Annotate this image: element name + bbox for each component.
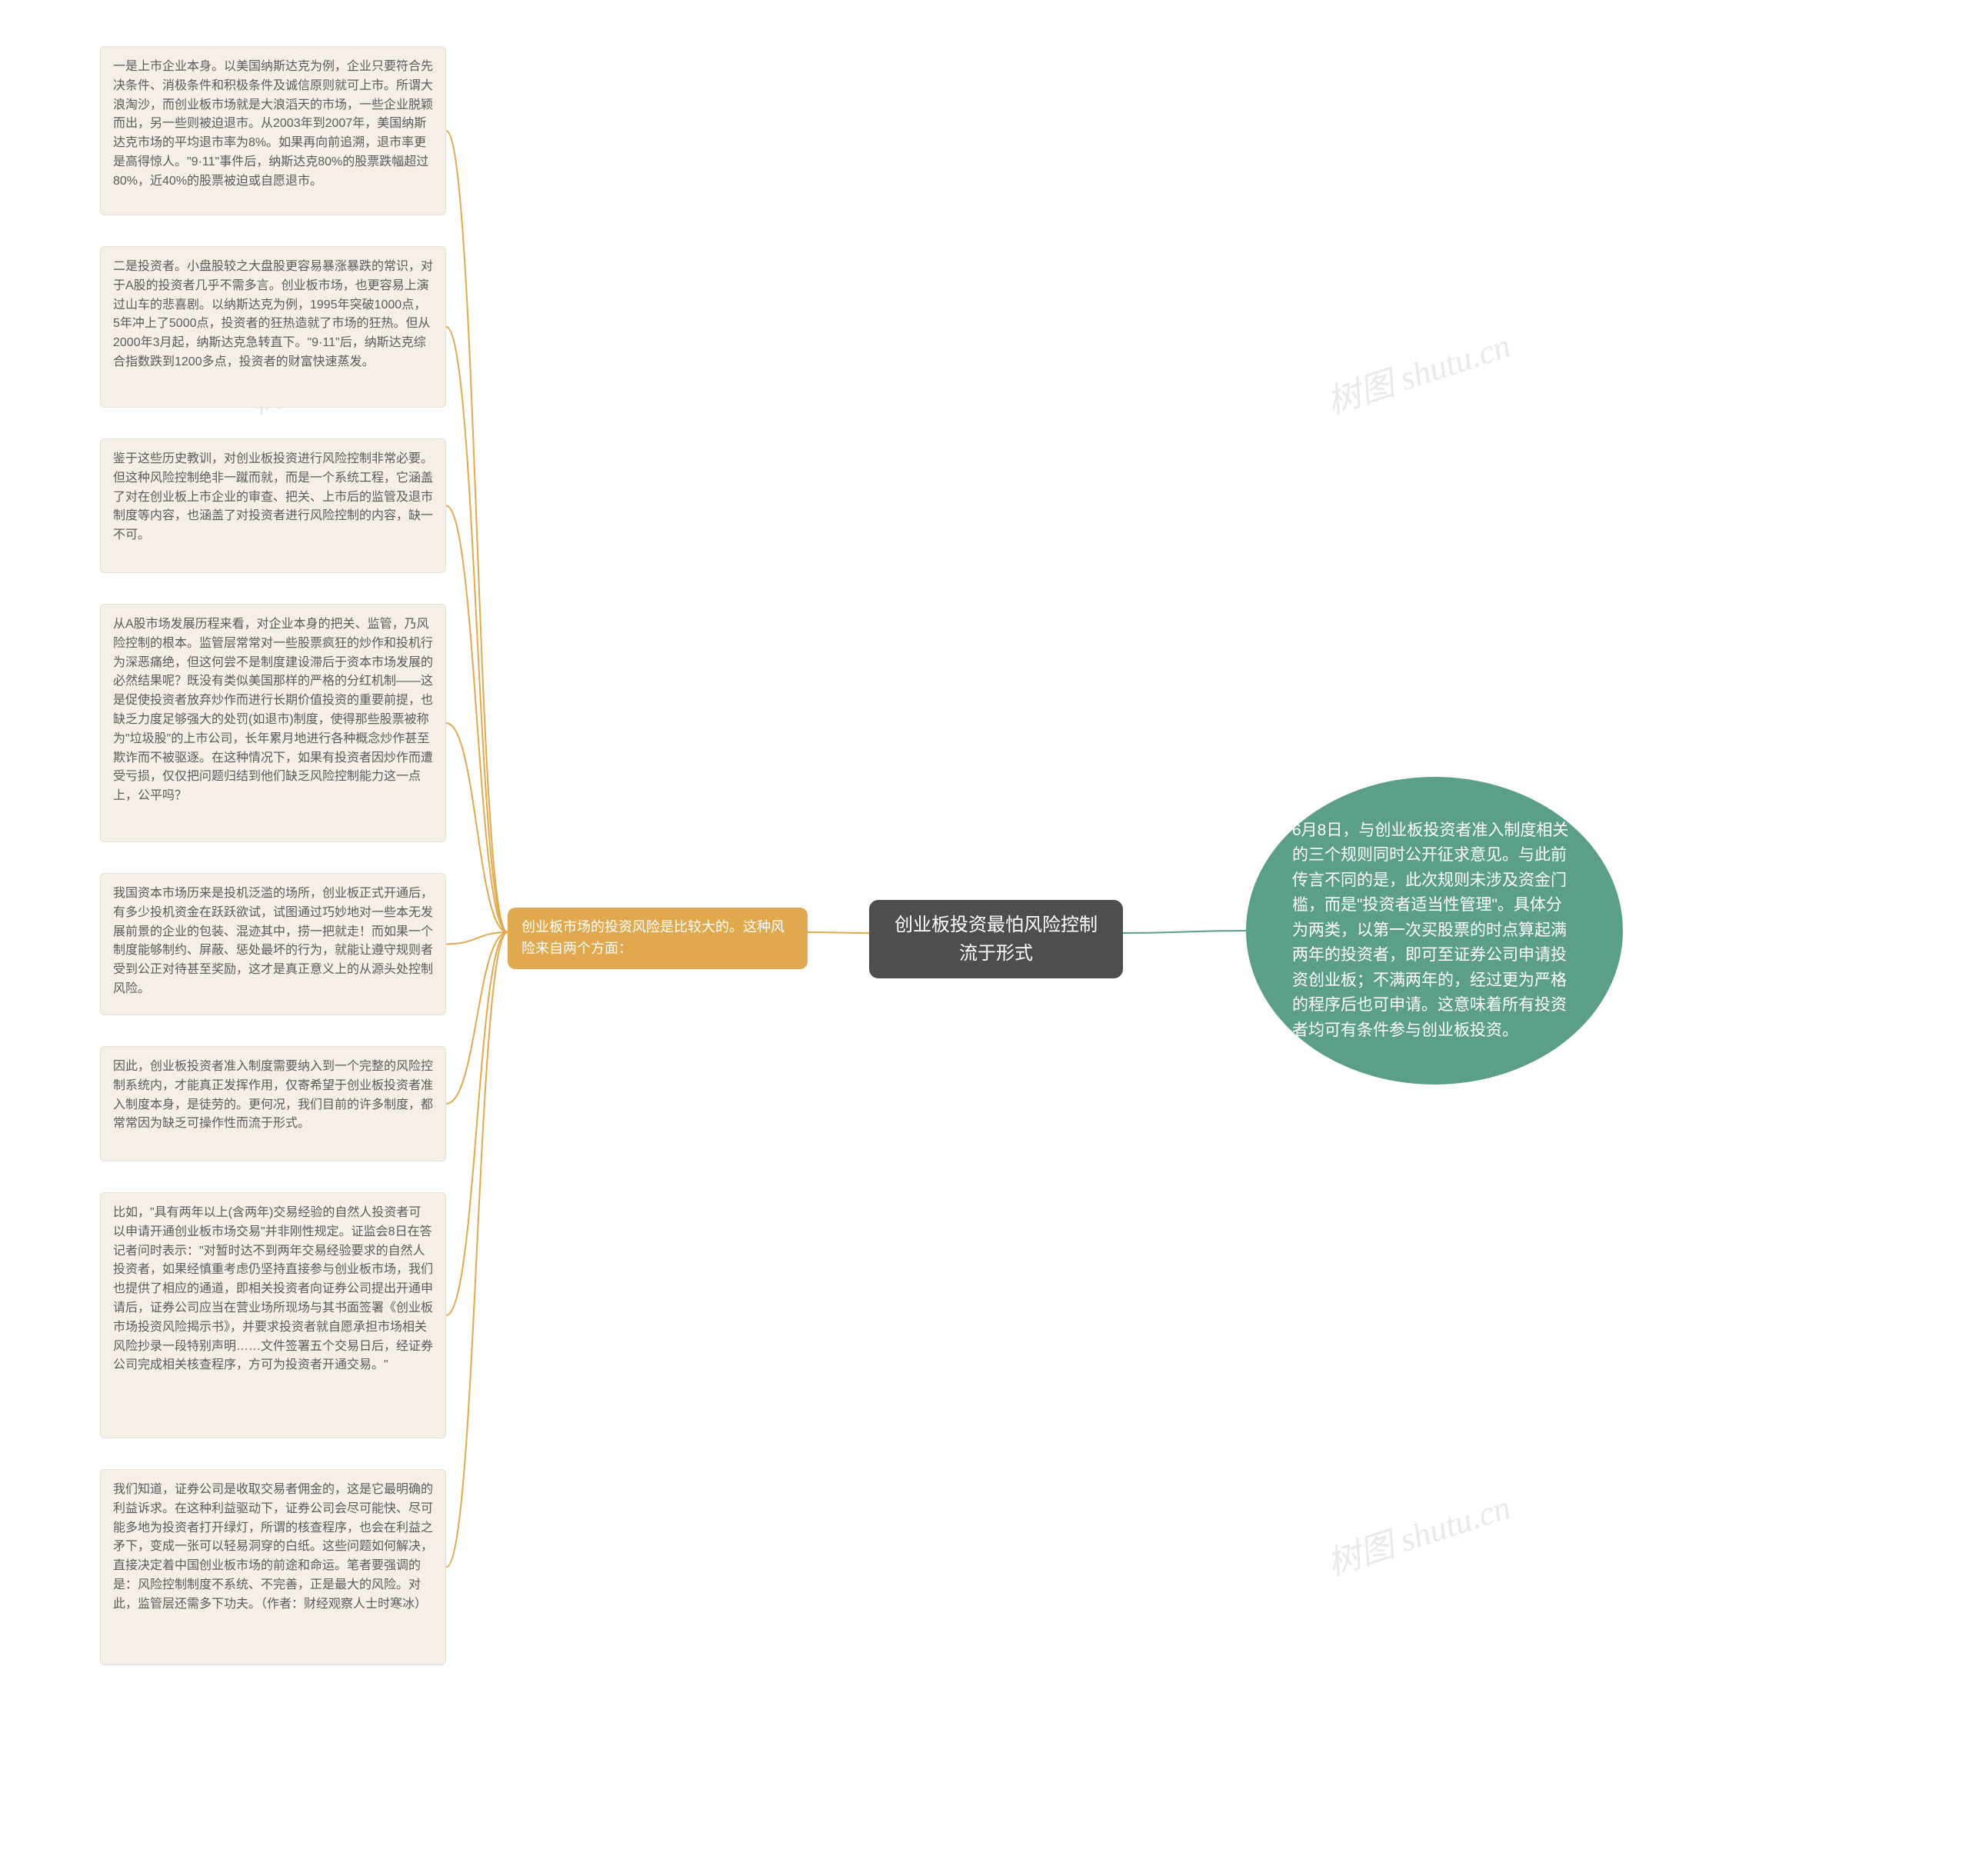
root-label: 创业板投资最怕风险控制流于形式 <box>889 911 1103 968</box>
leaf-node[interactable]: 因此，创业板投资者准入制度需要纳入到一个完整的风险控制系统内，才能真正发挥作用，… <box>100 1046 446 1161</box>
leaf-node[interactable]: 从A股市场发展历程来看，对企业本身的把关、监管，乃风险控制的根本。监管层常常对一… <box>100 604 446 842</box>
leaf-text: 我国资本市场历来是投机泛滥的场所，创业板正式开通后，有多少投机资金在跃跃欲试，试… <box>113 885 433 999</box>
leaf-node[interactable]: 一是上市企业本身。以美国纳斯达克为例，企业只要符合先决条件、消极条件和积极条件及… <box>100 46 446 215</box>
leaf-text: 因此，创业板投资者准入制度需要纳入到一个完整的风险控制系统内，才能真正发挥作用，… <box>113 1058 433 1134</box>
leaf-node[interactable]: 比如，"具有两年以上(含两年)交易经验的自然人投资者可以申请开通创业板市场交易"… <box>100 1192 446 1438</box>
leaf-node[interactable]: 我们知道，证券公司是收取交易者佣金的，这是它最明确的利益诉求。在这种利益驱动下，… <box>100 1469 446 1665</box>
mindmap-canvas: 树图 shutu.cn树图 shutu.cn树图 shutu.cn树图 shut… <box>0 0 1969 1876</box>
leaf-text: 从A股市场发展历程来看，对企业本身的把关、监管，乃风险控制的根本。监管层常常对一… <box>113 615 433 806</box>
branch-right-text: 6月8日，与创业板投资者准入制度相关的三个规则同时公开征求意见。与此前传言不同的… <box>1292 818 1577 1044</box>
watermark: 树图 shutu.cn <box>1320 1479 1516 1584</box>
leaf-node[interactable]: 二是投资者。小盘股较之大盘股更容易暴涨暴跌的常识，对于A股的投资者几乎不需多言。… <box>100 246 446 408</box>
root-node[interactable]: 创业板投资最怕风险控制流于形式 <box>869 900 1123 978</box>
leaf-text: 我们知道，证券公司是收取交易者佣金的，这是它最明确的利益诉求。在这种利益驱动下，… <box>113 1481 433 1614</box>
leaf-text: 比如，"具有两年以上(含两年)交易经验的自然人投资者可以申请开通创业板市场交易"… <box>113 1204 433 1375</box>
leaf-node[interactable]: 鉴于这些历史教训，对创业板投资进行风险控制非常必要。但这种风险控制绝非一蹴而就，… <box>100 438 446 573</box>
leaf-text: 鉴于这些历史教训，对创业板投资进行风险控制非常必要。但这种风险控制绝非一蹴而就，… <box>113 450 433 545</box>
branch-right[interactable]: 6月8日，与创业板投资者准入制度相关的三个规则同时公开征求意见。与此前传言不同的… <box>1246 777 1623 1085</box>
leaf-text: 一是上市企业本身。以美国纳斯达克为例，企业只要符合先决条件、消极条件和积极条件及… <box>113 58 433 192</box>
branch-left-text: 创业板市场的投资风险是比较大的。这种风险来自两个方面： <box>521 917 794 960</box>
leaf-node[interactable]: 我国资本市场历来是投机泛滥的场所，创业板正式开通后，有多少投机资金在跃跃欲试，试… <box>100 873 446 1015</box>
leaf-text: 二是投资者。小盘股较之大盘股更容易暴涨暴跌的常识，对于A股的投资者几乎不需多言。… <box>113 258 433 372</box>
branch-left[interactable]: 创业板市场的投资风险是比较大的。这种风险来自两个方面： <box>508 908 808 969</box>
watermark: 树图 shutu.cn <box>1320 318 1516 423</box>
